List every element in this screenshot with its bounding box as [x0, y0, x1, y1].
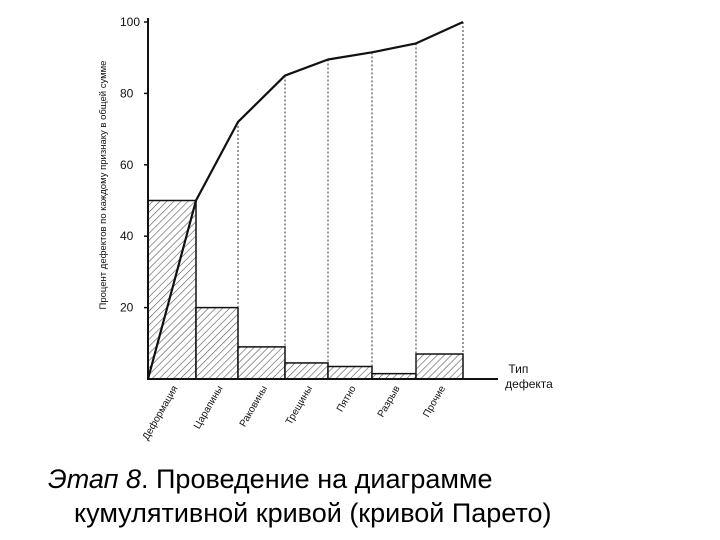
bar-4	[284, 362, 329, 380]
caption-line1: . Проведение на диаграмме	[141, 464, 493, 494]
bar-2	[195, 306, 239, 380]
category-label-1: Деформация	[140, 384, 181, 443]
y-tick-label-80: 80	[120, 86, 134, 100]
x-axis-title: Тип дефекта	[505, 362, 553, 391]
y-tick-label-40: 40	[120, 229, 134, 243]
caption-line2: кумулятивной кривой (кривой Парето)	[74, 498, 552, 528]
x-axis-title-line2: дефекта	[505, 377, 553, 391]
category-label-3: Раковины	[238, 384, 270, 429]
cumulative-curve	[146, 20, 464, 380]
y-tick-label-60: 60	[120, 158, 134, 172]
category-label-7: Прочие	[421, 384, 448, 420]
y-tick-label-20: 20	[120, 301, 134, 315]
caption-stage: Этап 8	[48, 464, 142, 494]
bar-5	[327, 365, 373, 380]
category-label-5: Пятно	[335, 384, 359, 414]
bar-7	[415, 353, 464, 380]
pareto-chart: 20 40 60 80 100 Деформация Царапины Раковины Тр…	[98, 15, 553, 443]
category-label-4: Трещины	[284, 384, 315, 427]
category-label-2: Царапины	[192, 384, 226, 431]
category-label-6: Разрыв	[376, 384, 403, 419]
bar-3	[237, 346, 286, 380]
y-axis-title: Процент дефектов по каждому признаку в о…	[98, 61, 109, 310]
y-tick-label-100: 100	[120, 15, 140, 29]
x-axis-title-line1: Тип	[508, 362, 528, 376]
slide-caption: Этап 8. Проведение на диаграмме кумуляти…	[48, 462, 708, 530]
